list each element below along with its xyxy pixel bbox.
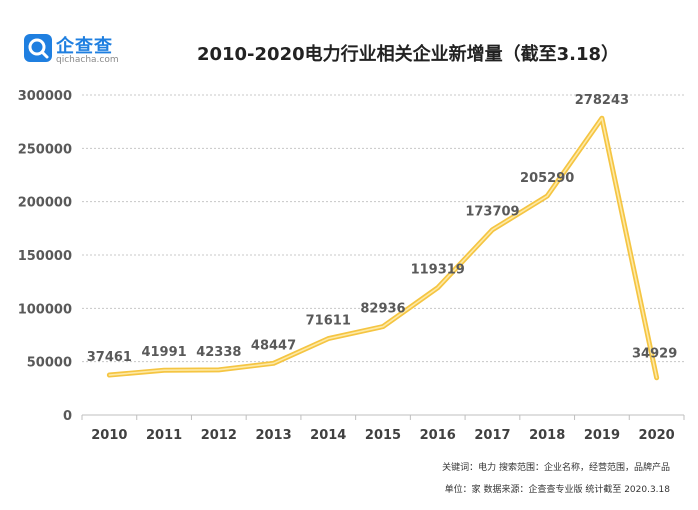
data-point — [599, 116, 604, 121]
x-tick-label: 2011 — [146, 428, 182, 443]
data-point — [216, 367, 221, 372]
magnifier-logo-icon — [24, 34, 52, 62]
x-tick-label: 2014 — [310, 428, 346, 443]
y-tick-label: 200000 — [18, 196, 72, 211]
chart-title: 2010-2020电力行业相关企业新增量（截至3.18） — [196, 44, 620, 65]
y-tick-label: 250000 — [18, 142, 72, 157]
data-point — [107, 373, 112, 378]
x-tick-label: 2012 — [201, 428, 237, 443]
brand-logo: 企查查 qichacha.com — [24, 32, 164, 72]
data-point — [435, 285, 440, 290]
data-point — [490, 227, 495, 232]
data-point — [326, 336, 331, 341]
data-label: 42338 — [196, 345, 241, 360]
x-tick-label: 2018 — [529, 428, 565, 443]
x-tick-label: 2016 — [420, 428, 456, 443]
data-label: 205290 — [520, 171, 574, 186]
series-line-inner — [108, 117, 658, 379]
footnote-keywords: 关键词：电力 搜索范围：企业名称，经营范围，品牌产品 — [442, 463, 670, 473]
brand-url: qichacha.com — [56, 55, 119, 65]
x-tick-label: 2013 — [255, 428, 291, 443]
data-label: 173709 — [465, 205, 519, 220]
data-label: 37461 — [87, 350, 132, 365]
data-point — [654, 375, 659, 380]
data-label: 119319 — [411, 263, 465, 278]
x-tick-label: 2015 — [365, 428, 401, 443]
data-label: 278243 — [575, 93, 629, 108]
data-label: 41991 — [141, 345, 186, 360]
x-tick-label: 2010 — [91, 428, 127, 443]
x-tick-label: 2019 — [584, 428, 620, 443]
data-label: 71611 — [306, 314, 351, 329]
data-label: 82936 — [360, 302, 405, 317]
y-tick-label: 150000 — [18, 249, 72, 264]
x-tick-label: 2017 — [474, 428, 510, 443]
data-point — [545, 194, 550, 199]
data-point — [381, 324, 386, 329]
x-tick-label: 2020 — [639, 428, 675, 443]
data-label: 34929 — [632, 347, 677, 362]
data-point — [162, 368, 167, 373]
footnote-source: 单位：家 数据来源：企查查专业版 统计截至 2020.3.18 — [444, 485, 670, 495]
data-label: 48447 — [251, 338, 296, 353]
y-tick-label: 0 — [63, 409, 72, 424]
brand-name: 企查查 — [56, 36, 113, 57]
y-tick-label: 50000 — [27, 356, 72, 371]
y-tick-label: 300000 — [18, 89, 72, 104]
y-tick-label: 100000 — [18, 302, 72, 317]
data-point — [271, 361, 276, 366]
